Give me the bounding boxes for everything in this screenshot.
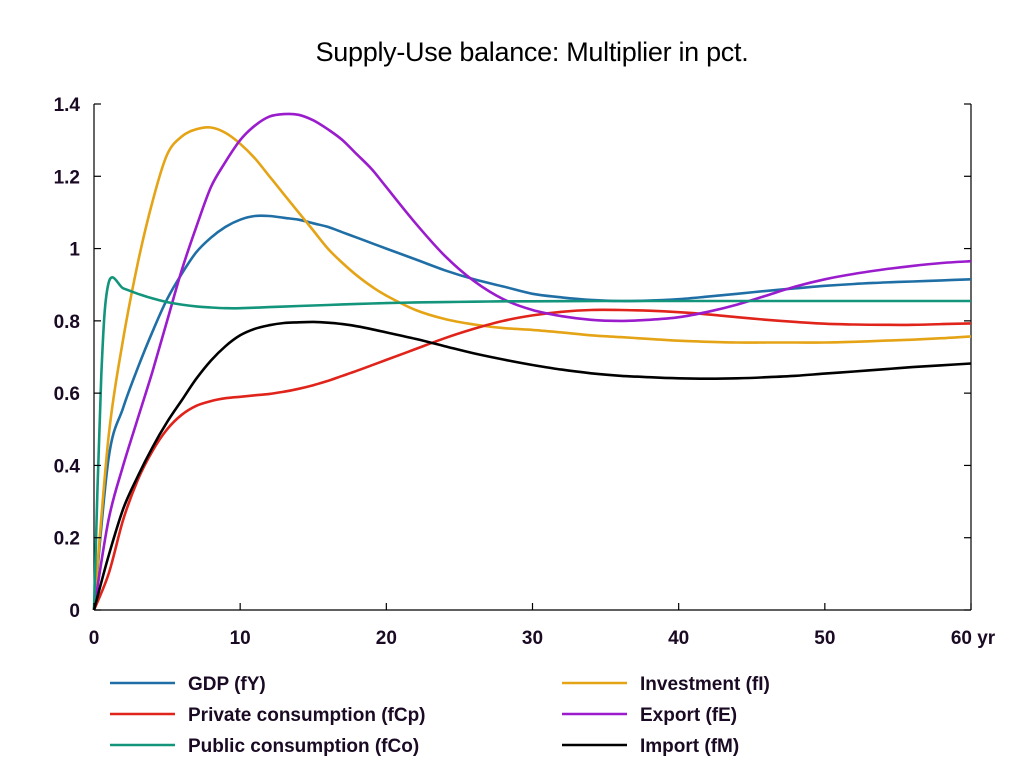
x-tick-label: 0: [89, 628, 100, 649]
y-tick-label: 1.4: [54, 95, 81, 116]
x-tick-label: 60 yr: [951, 628, 996, 649]
y-tick-label: 0.6: [54, 384, 80, 405]
axes: 0 0.2 0.4 0.6 0.8 1 1.2 1.4 0 10 20 30 40 50 60 yr: [54, 95, 996, 649]
x-tick-label: 30: [522, 628, 543, 649]
x-tick-label: 50: [814, 628, 835, 649]
chart-title: Supply-Use balance: Multiplier in pct.: [316, 37, 749, 67]
x-tick-label: 40: [668, 628, 689, 649]
series-line-public-consumption-fco: [92, 276, 971, 611]
x-tick-label: 10: [230, 628, 251, 649]
legend-label: Private consumption (fCp): [188, 705, 426, 726]
y-tick-label: 0.8: [54, 312, 80, 333]
series-line-investment-fi: [92, 126, 972, 611]
plot-area: [93, 104, 972, 611]
legend-label: GDP (fY): [188, 674, 266, 695]
legend-label: Investment (fI): [640, 674, 770, 695]
series-line-export-fe: [92, 112, 972, 611]
y-tick-label: 1.2: [54, 167, 80, 188]
legend-item: Import (fM): [562, 736, 739, 757]
series-line-gdp-fy: [92, 214, 972, 611]
series-layer: [92, 112, 972, 611]
legend-item: GDP (fY): [110, 674, 266, 695]
series-line-private-consumption-fcp: [92, 308, 972, 611]
legend-item: Public consumption (fCo): [110, 736, 419, 757]
legend-item: Private consumption (fCp): [110, 705, 426, 726]
legend-item: Investment (fI): [562, 674, 770, 695]
legend-label: Public consumption (fCo): [188, 736, 419, 757]
y-tick-label: 1: [69, 240, 80, 261]
x-tick-label: 20: [376, 628, 397, 649]
y-tick-label: 0.2: [54, 529, 80, 550]
y-tick-label: 0: [69, 601, 80, 622]
series-line-import-fm: [92, 320, 972, 611]
legend-label: Export (fE): [640, 705, 737, 726]
legend-item: Export (fE): [562, 705, 737, 726]
y-tick-label: 0.4: [54, 456, 81, 477]
legend: GDP (fY) Investment (fI) Private consumpti…: [110, 674, 770, 757]
legend-label: Import (fM): [640, 736, 739, 757]
